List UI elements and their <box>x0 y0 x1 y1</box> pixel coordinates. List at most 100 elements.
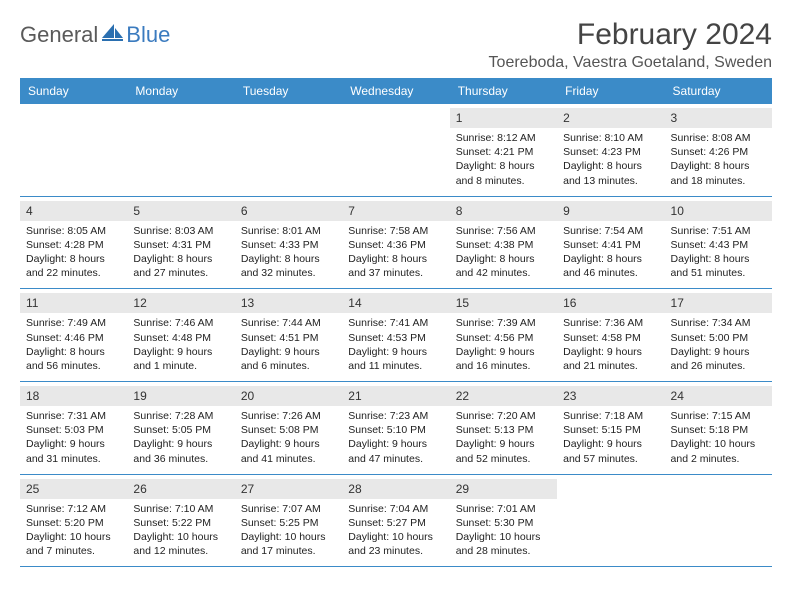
info-line: Sunset: 5:10 PM <box>348 423 443 437</box>
calendar-cell: 12Sunrise: 7:46 AMSunset: 4:48 PMDayligh… <box>127 289 234 381</box>
info-line: Daylight: 9 hours <box>456 437 551 451</box>
info-line: Daylight: 10 hours <box>133 530 228 544</box>
info-line: Sunrise: 7:31 AM <box>26 409 121 423</box>
calendar-cell: 7Sunrise: 7:58 AMSunset: 4:36 PMDaylight… <box>342 197 449 289</box>
info-line: and 17 minutes. <box>241 544 336 558</box>
info-line: Sunset: 5:30 PM <box>456 516 551 530</box>
date-number: 14 <box>342 293 449 313</box>
info-line: Daylight: 8 hours <box>456 159 551 173</box>
day-info: Sunrise: 7:01 AMSunset: 5:30 PMDaylight:… <box>456 502 551 559</box>
info-line: Sunset: 5:25 PM <box>241 516 336 530</box>
info-line: Daylight: 9 hours <box>671 345 766 359</box>
info-line: and 36 minutes. <box>133 452 228 466</box>
day-info: Sunrise: 8:03 AMSunset: 4:31 PMDaylight:… <box>133 224 228 281</box>
day-info: Sunrise: 7:39 AMSunset: 4:56 PMDaylight:… <box>456 316 551 373</box>
info-line: Daylight: 8 hours <box>671 159 766 173</box>
info-line: Sunrise: 7:26 AM <box>241 409 336 423</box>
info-line: and 41 minutes. <box>241 452 336 466</box>
day-info: Sunrise: 8:01 AMSunset: 4:33 PMDaylight:… <box>241 224 336 281</box>
day-info: Sunrise: 7:28 AMSunset: 5:05 PMDaylight:… <box>133 409 228 466</box>
day-info: Sunrise: 7:07 AMSunset: 5:25 PMDaylight:… <box>241 502 336 559</box>
info-line: and 46 minutes. <box>563 266 658 280</box>
day-info: Sunrise: 7:20 AMSunset: 5:13 PMDaylight:… <box>456 409 551 466</box>
location-subtitle: Toereboda, Vaestra Goetaland, Sweden <box>489 54 772 72</box>
info-line: Sunrise: 7:20 AM <box>456 409 551 423</box>
date-number: 15 <box>450 293 557 313</box>
info-line: and 52 minutes. <box>456 452 551 466</box>
info-line: Sunrise: 7:39 AM <box>456 316 551 330</box>
info-line: and 16 minutes. <box>456 359 551 373</box>
calendar-cell: 21Sunrise: 7:23 AMSunset: 5:10 PMDayligh… <box>342 382 449 474</box>
weekday-label: Thursday <box>450 78 557 104</box>
info-line: Sunrise: 7:56 AM <box>456 224 551 238</box>
day-info: Sunrise: 7:26 AMSunset: 5:08 PMDaylight:… <box>241 409 336 466</box>
info-line: and 7 minutes. <box>26 544 121 558</box>
info-line: Sunrise: 7:54 AM <box>563 224 658 238</box>
info-line: and 12 minutes. <box>133 544 228 558</box>
info-line: and 22 minutes. <box>26 266 121 280</box>
info-line: Sunset: 4:23 PM <box>563 145 658 159</box>
info-line: Daylight: 8 hours <box>26 252 121 266</box>
info-line: Daylight: 10 hours <box>26 530 121 544</box>
day-info: Sunrise: 7:12 AMSunset: 5:20 PMDaylight:… <box>26 502 121 559</box>
day-info: Sunrise: 7:51 AMSunset: 4:43 PMDaylight:… <box>671 224 766 281</box>
weekday-label: Wednesday <box>342 78 449 104</box>
date-number: 3 <box>665 108 772 128</box>
date-number: 13 <box>235 293 342 313</box>
sail-icon <box>102 24 124 47</box>
info-line: and 56 minutes. <box>26 359 121 373</box>
info-line: Daylight: 9 hours <box>26 437 121 451</box>
info-line: Daylight: 9 hours <box>563 345 658 359</box>
month-title: February 2024 <box>489 18 772 52</box>
info-line: Sunset: 4:38 PM <box>456 238 551 252</box>
info-line: Sunrise: 7:07 AM <box>241 502 336 516</box>
date-number: 25 <box>20 479 127 499</box>
info-line: and 26 minutes. <box>671 359 766 373</box>
info-line: Sunrise: 7:51 AM <box>671 224 766 238</box>
info-line: Daylight: 10 hours <box>456 530 551 544</box>
calendar-cell: 28Sunrise: 7:04 AMSunset: 5:27 PMDayligh… <box>342 475 449 567</box>
date-number: 9 <box>557 201 664 221</box>
date-number: 2 <box>557 108 664 128</box>
calendar-cell: 6Sunrise: 8:01 AMSunset: 4:33 PMDaylight… <box>235 197 342 289</box>
info-line: and 6 minutes. <box>241 359 336 373</box>
info-line: Sunrise: 7:28 AM <box>133 409 228 423</box>
info-line: Sunset: 4:58 PM <box>563 331 658 345</box>
info-line: Daylight: 10 hours <box>348 530 443 544</box>
calendar-cell: 18Sunrise: 7:31 AMSunset: 5:03 PMDayligh… <box>20 382 127 474</box>
weekday-label: Saturday <box>665 78 772 104</box>
info-line: Sunset: 4:36 PM <box>348 238 443 252</box>
brand-part2: Blue <box>126 22 170 48</box>
calendar-cell-empty <box>235 104 342 196</box>
info-line: Daylight: 8 hours <box>563 159 658 173</box>
info-line: and 57 minutes. <box>563 452 658 466</box>
info-line: and 51 minutes. <box>671 266 766 280</box>
date-number: 1 <box>450 108 557 128</box>
info-line: Sunset: 5:18 PM <box>671 423 766 437</box>
info-line: Sunset: 4:33 PM <box>241 238 336 252</box>
brand-part1: General <box>20 22 98 48</box>
calendar: SundayMondayTuesdayWednesdayThursdayFrid… <box>20 78 772 567</box>
info-line: Daylight: 9 hours <box>133 345 228 359</box>
weekday-header: SundayMondayTuesdayWednesdayThursdayFrid… <box>20 78 772 104</box>
info-line: Sunrise: 8:05 AM <box>26 224 121 238</box>
calendar-cell: 19 Sunrise: 7:28 AMSunset: 5:05 PMDayligh… <box>127 382 234 474</box>
title-block: February 2024 Toereboda, Vaestra Goetala… <box>489 18 772 72</box>
date-number: 27 <box>235 479 342 499</box>
calendar-cell: 10Sunrise: 7:51 AMSunset: 4:43 PMDayligh… <box>665 197 772 289</box>
date-number: 24 <box>665 386 772 406</box>
info-line: and 47 minutes. <box>348 452 443 466</box>
calendar-cell: 27 Sunrise: 7:07 AMSunset: 5:25 PMDayligh… <box>235 475 342 567</box>
calendar-cell: 2 Sunrise: 8:10 AMSunset: 4:23 PMDaylight… <box>557 104 664 196</box>
info-line: Sunset: 4:31 PM <box>133 238 228 252</box>
date-number: 21 <box>342 386 449 406</box>
info-line: Sunset: 5:03 PM <box>26 423 121 437</box>
info-line: Sunset: 5:22 PM <box>133 516 228 530</box>
day-info: Sunrise: 7:58 AMSunset: 4:36 PMDaylight:… <box>348 224 443 281</box>
calendar-cell: 15 Sunrise: 7:39 AMSunset: 4:56 PMDayligh… <box>450 289 557 381</box>
info-line: Sunset: 4:26 PM <box>671 145 766 159</box>
info-line: Sunset: 4:51 PM <box>241 331 336 345</box>
date-number: 19 <box>127 386 234 406</box>
info-line: Sunrise: 8:10 AM <box>563 131 658 145</box>
info-line: Sunset: 4:21 PM <box>456 145 551 159</box>
